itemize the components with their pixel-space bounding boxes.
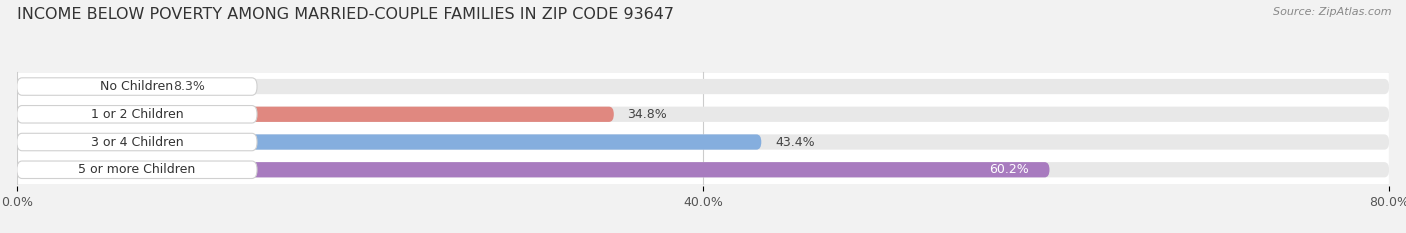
Text: 3 or 4 Children: 3 or 4 Children — [90, 136, 183, 148]
FancyBboxPatch shape — [17, 162, 1389, 177]
Text: Source: ZipAtlas.com: Source: ZipAtlas.com — [1274, 7, 1392, 17]
FancyBboxPatch shape — [17, 79, 1389, 94]
FancyBboxPatch shape — [17, 134, 761, 150]
Text: 5 or more Children: 5 or more Children — [79, 163, 195, 176]
FancyBboxPatch shape — [17, 133, 257, 151]
Text: 1 or 2 Children: 1 or 2 Children — [90, 108, 183, 121]
Text: 34.8%: 34.8% — [627, 108, 668, 121]
Text: 60.2%: 60.2% — [990, 163, 1029, 176]
FancyBboxPatch shape — [17, 134, 1389, 150]
FancyBboxPatch shape — [17, 162, 1049, 177]
FancyBboxPatch shape — [17, 161, 257, 178]
FancyBboxPatch shape — [17, 78, 257, 95]
FancyBboxPatch shape — [17, 107, 614, 122]
Text: 8.3%: 8.3% — [173, 80, 205, 93]
FancyBboxPatch shape — [17, 156, 1389, 184]
Text: No Children: No Children — [100, 80, 173, 93]
FancyBboxPatch shape — [17, 106, 257, 123]
FancyBboxPatch shape — [17, 128, 1389, 156]
FancyBboxPatch shape — [17, 107, 1389, 122]
FancyBboxPatch shape — [17, 100, 1389, 128]
FancyBboxPatch shape — [17, 73, 1389, 100]
Text: 43.4%: 43.4% — [775, 136, 814, 148]
FancyBboxPatch shape — [17, 79, 159, 94]
Text: INCOME BELOW POVERTY AMONG MARRIED-COUPLE FAMILIES IN ZIP CODE 93647: INCOME BELOW POVERTY AMONG MARRIED-COUPL… — [17, 7, 673, 22]
